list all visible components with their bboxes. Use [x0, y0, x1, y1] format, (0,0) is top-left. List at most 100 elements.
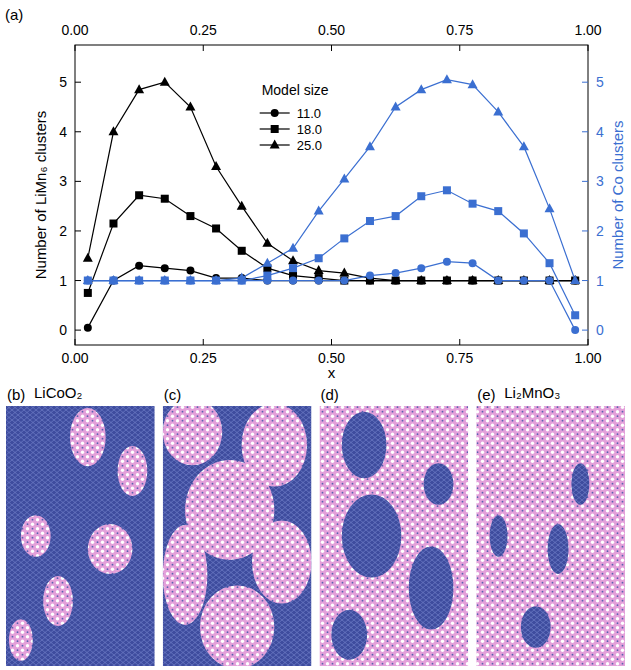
data-point [392, 269, 400, 277]
data-point [339, 173, 349, 182]
panel-background [6, 406, 155, 666]
legend: Model size11.018.025.0 [260, 82, 329, 153]
data-point [520, 229, 528, 237]
domain [521, 606, 551, 648]
snapshot-panel [163, 406, 312, 666]
data-point [161, 195, 169, 203]
data-point [211, 275, 221, 284]
y2-axis-title: Number of Co clusters [609, 120, 626, 269]
data-point [109, 220, 117, 228]
y-tick-label: 3 [59, 173, 67, 189]
data-point [520, 277, 528, 285]
plot-area [83, 74, 580, 334]
x-tick-top [75, 45, 76, 51]
data-point [339, 268, 349, 277]
y-axis-title: Number of LiMn₆ clusters [32, 111, 49, 280]
data-point [493, 275, 503, 284]
data-point [314, 206, 324, 215]
x-tick [588, 339, 589, 345]
data-point [417, 264, 425, 272]
y2-tick-label: 0 [596, 322, 604, 338]
x-tick-label: 0.75 [446, 350, 473, 366]
y-tick [75, 181, 81, 182]
y2-tick-label: 3 [596, 173, 604, 189]
x-tick-top [331, 45, 332, 51]
panel-background [320, 406, 469, 666]
panel-label: (b) [7, 386, 25, 403]
plot-frame [75, 45, 588, 345]
domain [342, 494, 402, 577]
panel-title: Li₂MnO₃ [504, 384, 560, 401]
figure: 0.000.000.250.250.500.500.750.751.001.00… [0, 0, 631, 670]
data-point [494, 277, 502, 285]
data-point [443, 258, 451, 266]
data-point [238, 247, 246, 255]
domain [9, 619, 33, 661]
data-point [289, 277, 297, 285]
data-point [571, 326, 579, 334]
legend-label: 25.0 [297, 138, 322, 153]
data-point [442, 275, 452, 284]
series-line [88, 266, 575, 328]
data-point [391, 101, 401, 110]
data-point [185, 275, 195, 284]
data-point [545, 203, 555, 212]
y2-tick-label: 5 [596, 74, 604, 90]
data-point [469, 259, 477, 267]
data-point [340, 277, 348, 285]
data-point [366, 272, 374, 280]
y-tick [75, 230, 81, 231]
data-point [108, 126, 118, 135]
data-point [263, 272, 271, 280]
domain [43, 576, 73, 626]
x-axis-title: x [328, 364, 336, 381]
panel-background [476, 406, 625, 666]
data-point [546, 277, 554, 285]
data-point [237, 201, 247, 210]
panel-label: (c) [164, 386, 182, 403]
domain [163, 525, 208, 625]
data-point [494, 207, 502, 215]
data-point [161, 264, 169, 272]
y-tick-label: 4 [59, 124, 67, 140]
data-point [546, 277, 554, 285]
domain [490, 515, 508, 557]
y-tick-label: 5 [59, 74, 67, 90]
data-point [186, 267, 194, 275]
legend-label: 18.0 [297, 122, 322, 137]
domain [548, 524, 569, 574]
data-point [135, 191, 143, 199]
data-point [520, 277, 528, 285]
data-point [546, 277, 554, 285]
data-point [416, 275, 426, 284]
data-point [211, 161, 221, 170]
domain [409, 546, 454, 629]
x-tick-top [459, 45, 460, 51]
data-point [83, 275, 93, 284]
domain [88, 524, 133, 574]
series-line [88, 82, 575, 280]
series-line [88, 195, 575, 293]
x-tick-top [203, 45, 204, 51]
domain [21, 515, 51, 557]
data-point [392, 212, 400, 220]
y2-tick [582, 330, 588, 331]
data-point [160, 77, 170, 86]
data-point [134, 84, 144, 93]
data-point [134, 275, 144, 284]
data-point [289, 264, 297, 272]
data-point [212, 224, 220, 232]
data-point [416, 84, 426, 93]
x-tick-label-top: 0.25 [190, 22, 217, 38]
data-point [520, 277, 528, 285]
data-point [494, 277, 502, 285]
y-tick-label: 0 [59, 322, 67, 338]
data-point [493, 106, 503, 115]
legend-marker [270, 140, 280, 149]
legend-marker [271, 109, 279, 117]
data-point [571, 311, 579, 319]
data-point [365, 273, 375, 282]
domain [571, 463, 589, 505]
data-point [494, 277, 502, 285]
data-point [289, 277, 297, 285]
